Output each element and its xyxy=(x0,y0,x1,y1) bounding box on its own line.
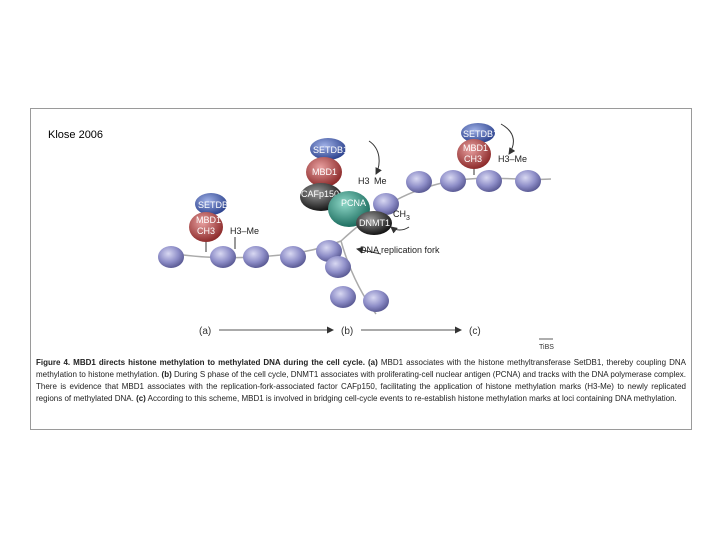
citation-tag: Klose 2006 xyxy=(48,129,104,141)
nucleosome xyxy=(243,246,269,268)
stage-c-label: (c) xyxy=(469,326,481,337)
figure-caption: Figure 4. MBD1 directs histone methylati… xyxy=(36,357,686,405)
dnmt1-label: DNMT1 xyxy=(359,218,390,228)
setdb1-label-b: SETDB1 xyxy=(313,145,348,155)
figure-panel: SETDB1 MBD1 CH3 H3–Me SETDB1 MBD1 CAFp15… xyxy=(30,108,692,430)
caption-title: Figure 4. MBD1 directs histone methylati… xyxy=(36,358,365,367)
nucleosome xyxy=(440,170,466,192)
methylation-arrow-b xyxy=(368,140,382,175)
setdb1-label-a: SETDB1 xyxy=(198,200,233,210)
stage-a-label: (a) xyxy=(199,326,211,337)
mbd1-protein-c xyxy=(457,139,491,169)
h3-label-b: H3 xyxy=(358,176,370,186)
me-label-b: Me xyxy=(374,176,387,186)
caption-c-tag: (c) xyxy=(136,394,146,403)
caption-b-tag: (b) xyxy=(161,370,172,379)
dnmt1-protein xyxy=(356,211,392,235)
mbd1-label-b: MBD1 xyxy=(312,167,337,177)
mbd1-label-c: MBD1 xyxy=(463,143,488,153)
nucleosome xyxy=(373,193,399,215)
setdb1-protein-c xyxy=(461,123,495,143)
ch3-sub-label: CH xyxy=(393,209,406,219)
dnmt1-arrow xyxy=(390,226,410,234)
setdb1-protein-b xyxy=(310,138,346,160)
methylation-arrow-c xyxy=(500,123,516,155)
diagram-svg: SETDB1 MBD1 CH3 H3–Me SETDB1 MBD1 CAFp15… xyxy=(158,123,554,351)
h3me-label-c: H3–Me xyxy=(498,154,527,164)
nucleosome xyxy=(325,256,351,278)
fork-pointer xyxy=(356,246,382,255)
h3me-label-a: H3–Me xyxy=(230,226,259,236)
caption-a-tag: (a) xyxy=(368,358,378,367)
setdb1-label-c: SETDB1 xyxy=(463,129,498,139)
mbd1-protein-a xyxy=(189,212,223,242)
ch3-sub-label-subscript: 3 xyxy=(406,215,410,222)
ch3-label-a: CH3 xyxy=(197,226,215,236)
mbd1-protein-b xyxy=(306,157,342,187)
nucleosome xyxy=(210,246,236,268)
nucleosome xyxy=(515,170,541,192)
nucleosome xyxy=(330,286,356,308)
nucleosome xyxy=(280,246,306,268)
fork-label: DNA replication fork xyxy=(360,245,440,255)
cafp150-label: CAFp150 xyxy=(301,189,339,199)
nucleosome xyxy=(363,290,389,312)
ch3-label-c: CH3 xyxy=(464,154,482,164)
mbd1-label-a: MBD1 xyxy=(196,215,221,225)
nucleosome xyxy=(476,170,502,192)
nucleosome xyxy=(406,171,432,193)
caption-c-text: According to this scheme, MBD1 is involv… xyxy=(145,394,677,403)
setdb1-protein-a xyxy=(195,193,227,215)
caption-b-text: During S phase of the cell cycle, DNMT1 … xyxy=(36,370,686,403)
stage-b-label: (b) xyxy=(341,326,353,337)
journal-mark: TiBS xyxy=(539,344,554,351)
caption-a-text: MBD1 associates with the histone methylt… xyxy=(36,358,686,379)
nucleosome xyxy=(158,246,184,268)
pcna-label: PCNA xyxy=(341,198,366,208)
